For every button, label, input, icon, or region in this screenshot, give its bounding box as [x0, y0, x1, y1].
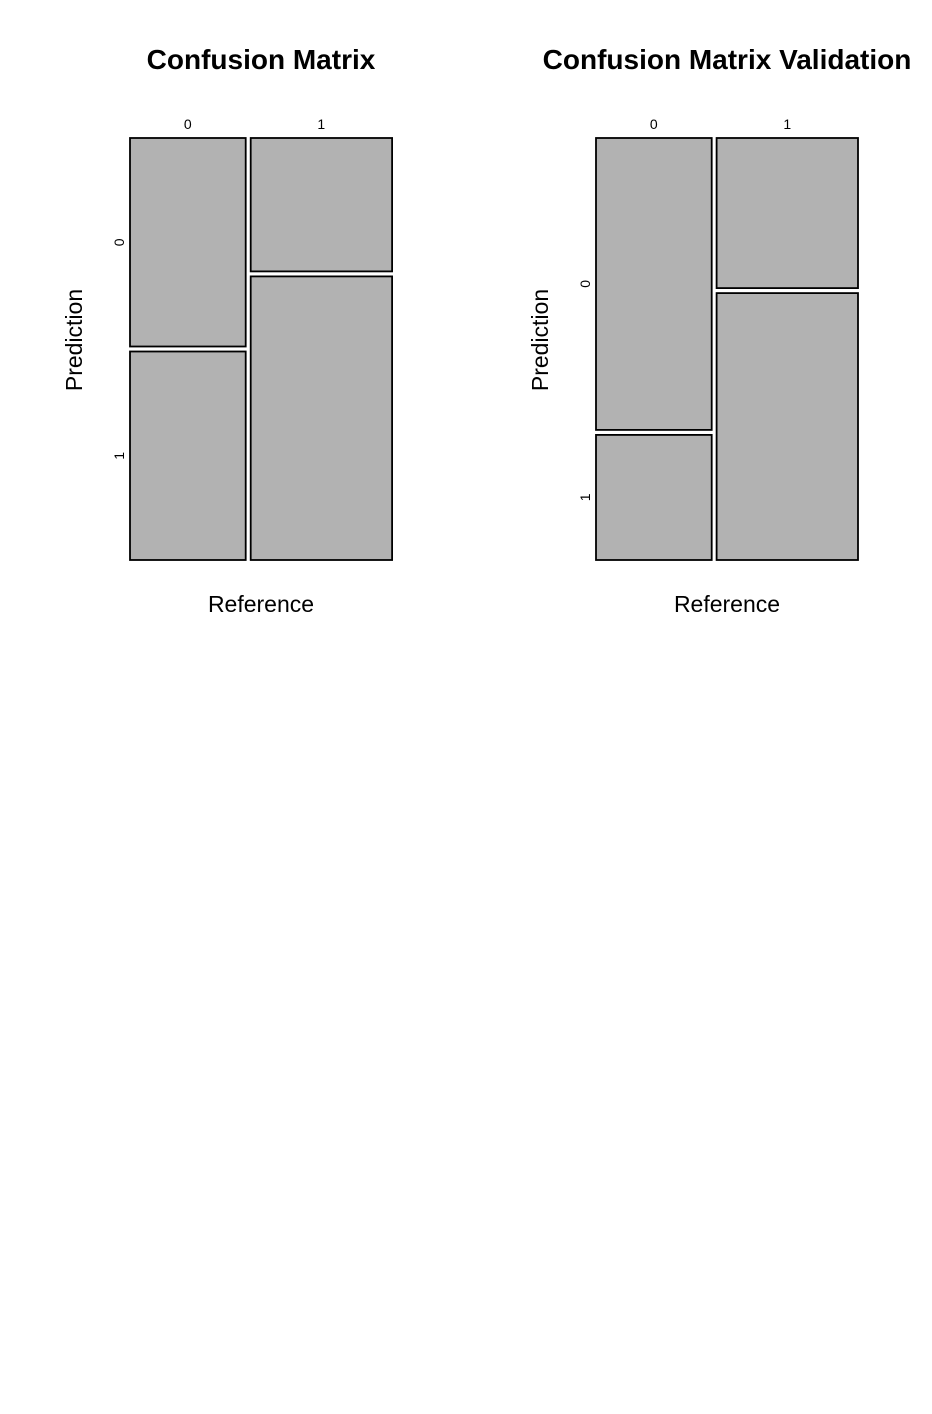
mosaic-tiles [129, 137, 393, 561]
x-tick-label: 1 [783, 116, 791, 132]
confusion-matrix-validation-panel: Confusion Matrix Validation Prediction R… [527, 44, 911, 617]
tile-ref-0-pred-0 [129, 137, 247, 348]
y-tick-label: 1 [111, 452, 127, 460]
tile-ref-1-pred-0 [715, 137, 859, 290]
tile-ref-0-pred-0 [595, 137, 713, 431]
tile-ref-1-pred-1 [715, 292, 859, 561]
x-tick-label: 1 [317, 116, 325, 132]
tick-labels: 0 1 0 1 [577, 116, 791, 501]
x-axis-label: Reference [674, 591, 780, 617]
x-axis-label: Reference [208, 591, 314, 617]
tick-labels: 0 1 0 1 [111, 116, 325, 460]
chart-title: Confusion Matrix [147, 44, 376, 75]
y-axis-label: Prediction [527, 289, 553, 391]
x-tick-label: 0 [184, 116, 192, 132]
tile-ref-1-pred-1 [249, 275, 393, 561]
y-tick-label: 0 [111, 238, 127, 246]
chart-title: Confusion Matrix Validation [543, 44, 912, 75]
tile-ref-1-pred-0 [249, 137, 393, 273]
confusion-matrix-panel: Confusion Matrix Prediction Reference 0 1… [61, 44, 393, 617]
tile-ref-0-pred-1 [595, 433, 713, 561]
y-axis-label: Prediction [61, 289, 87, 391]
mosaic-tiles [595, 137, 859, 561]
x-tick-label: 0 [650, 116, 658, 132]
tile-ref-0-pred-1 [129, 350, 247, 561]
y-tick-label: 0 [577, 280, 593, 288]
y-tick-label: 1 [577, 493, 593, 501]
